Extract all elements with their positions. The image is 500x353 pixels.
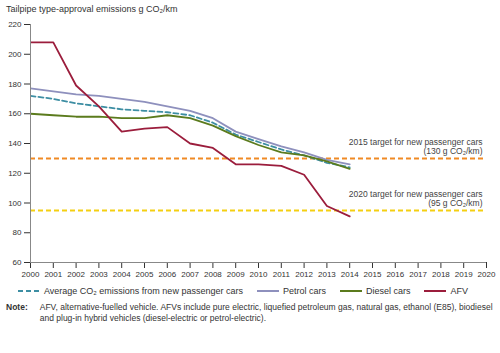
html-text:Petrol cars: Petrol cars [282, 286, 326, 296]
html-text:AFV, alternative-fuelled vehic: AFV, alternative-fuelled vehicle. AFVs i… [39, 302, 493, 323]
html-text:AFV: AFV [450, 286, 468, 296]
svg-text:140: 140 [8, 139, 22, 148]
svg-text:2003: 2003 [90, 270, 108, 279]
svg-text:2018: 2018 [432, 270, 450, 279]
svg-text:2007: 2007 [181, 270, 199, 279]
html-text:Average CO₂ emissions from new: Average CO₂ emissions from new passenger… [44, 286, 243, 296]
svg-text:2001: 2001 [44, 270, 62, 279]
svg-text:2006: 2006 [158, 270, 176, 279]
svg-text:100: 100 [8, 199, 22, 208]
svg-text:120: 120 [8, 169, 22, 178]
svg-text:2015 target for new passenger: 2015 target for new passenger cars(130 g… [349, 137, 483, 157]
svg-text:2005: 2005 [136, 270, 154, 279]
svg-text:2008: 2008 [204, 270, 222, 279]
svg-text:2016: 2016 [386, 270, 404, 279]
svg-text:2010: 2010 [250, 270, 268, 279]
svg-text:60: 60 [13, 258, 22, 267]
svg-text:2014: 2014 [341, 270, 359, 279]
svg-text:220: 220 [8, 20, 22, 29]
svg-text:2004: 2004 [113, 270, 131, 279]
svg-text:2002: 2002 [67, 270, 85, 279]
html-text:Diesel cars: Diesel cars [365, 286, 411, 296]
svg-text:180: 180 [8, 80, 22, 89]
html-text:Tailpipe type-approval emissio: Tailpipe type-approval emissions g CO₂/k… [6, 4, 178, 14]
svg-text:2019: 2019 [455, 270, 473, 279]
svg-text:2015: 2015 [364, 270, 382, 279]
svg-text:2020: 2020 [478, 270, 496, 279]
svg-text:2009: 2009 [227, 270, 245, 279]
svg-text:2012: 2012 [295, 270, 313, 279]
svg-text:2013: 2013 [318, 270, 336, 279]
svg-text:160: 160 [8, 109, 22, 118]
svg-text:2000: 2000 [22, 270, 40, 279]
svg-text:2020 target for new passenger: 2020 target for new passenger cars(95 g … [349, 189, 483, 209]
svg-text:2011: 2011 [273, 270, 291, 279]
svg-text:80: 80 [13, 228, 22, 237]
html-text:Note:: Note: [6, 302, 28, 312]
svg-text:200: 200 [8, 50, 22, 59]
svg-text:2017: 2017 [409, 270, 427, 279]
